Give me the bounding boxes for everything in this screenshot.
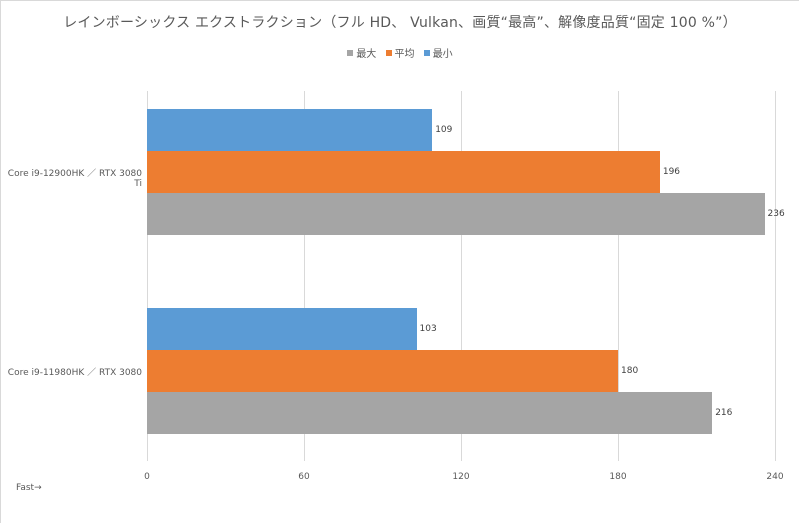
legend: 最大 平均 最小 bbox=[0, 45, 800, 60]
x-tick-0: 0 bbox=[144, 472, 150, 482]
bar-min-1 bbox=[147, 308, 417, 350]
bar-min-0 bbox=[147, 109, 433, 151]
category-label-1: Core i9-11980HK ／ RTX 3080 bbox=[7, 368, 142, 378]
bar-avg-0 bbox=[147, 151, 660, 193]
fast-annotation: Fast→ bbox=[16, 483, 42, 493]
gridline-120 bbox=[461, 91, 462, 461]
legend-label-min: 最小 bbox=[432, 49, 453, 60]
x-tick-60: 60 bbox=[298, 472, 310, 482]
gridline-240 bbox=[775, 91, 776, 461]
x-tick-240: 240 bbox=[766, 472, 784, 482]
data-label-max-0: 236 bbox=[767, 209, 785, 219]
gridline-60 bbox=[304, 91, 305, 461]
y-axis-line bbox=[147, 91, 148, 461]
data-label-min-0: 109 bbox=[435, 125, 453, 135]
legend-label-avg: 平均 bbox=[394, 49, 415, 60]
legend-item-avg: 平均 bbox=[385, 45, 415, 60]
data-label-avg-0: 196 bbox=[662, 167, 681, 177]
category-label-0: Core i9-12900HK ／ RTX 3080 Ti bbox=[7, 169, 142, 189]
legend-item-min: 最小 bbox=[423, 45, 453, 60]
data-label-avg-1: 180 bbox=[621, 366, 639, 376]
data-label-max-1: 216 bbox=[715, 408, 733, 418]
data-label-min-1: 103 bbox=[419, 324, 437, 334]
x-tick-180: 180 bbox=[609, 472, 627, 482]
bar-max-1 bbox=[147, 392, 713, 434]
chart-title: レインボーシックス エクストラクション（フル HD、 Vulkan、画質“最高”… bbox=[63, 15, 737, 31]
legend-label-max: 最大 bbox=[356, 49, 377, 60]
x-tick-120: 120 bbox=[452, 472, 470, 482]
bar-avg-1 bbox=[147, 350, 618, 392]
bar-max-0 bbox=[147, 193, 765, 235]
gridline-180 bbox=[618, 91, 619, 461]
legend-item-max: 最大 bbox=[347, 45, 376, 60]
legend-swatch-max bbox=[347, 50, 354, 56]
legend-swatch-avg bbox=[385, 50, 392, 56]
legend-swatch-min bbox=[423, 50, 430, 56]
